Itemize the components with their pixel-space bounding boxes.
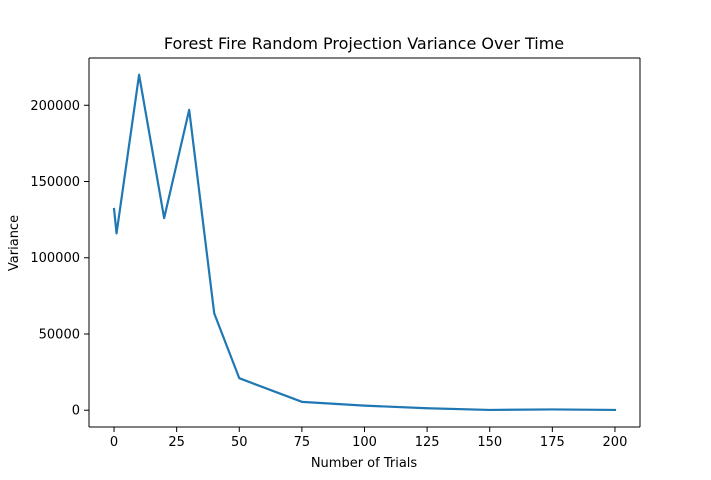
series-line-0 — [112, 73, 617, 412]
y-tick-label: 150000 — [30, 175, 80, 190]
x-tick-label: 75 — [294, 435, 311, 450]
y-tick-label: 200000 — [30, 99, 80, 114]
x-tick-label: 50 — [231, 435, 248, 450]
x-tick-label: 25 — [168, 435, 185, 450]
plot-area: 0 25 50 75 100 125 150 175 200 0 50000 100000 150000… — [30, 57, 641, 450]
chart-title: Forest Fire Random Projection Variance O… — [164, 34, 564, 53]
x-tick-label: 0 — [110, 435, 118, 450]
x-tick-label: 125 — [415, 435, 440, 450]
y-tick-label: 0 — [72, 404, 80, 419]
x-tick-label: 175 — [540, 435, 565, 450]
y-tick-label: 50000 — [39, 327, 80, 342]
x-tick-label: 200 — [603, 435, 628, 450]
y-tick-label: 100000 — [30, 251, 80, 266]
x-tick-label: 100 — [352, 435, 377, 450]
x-axis-label: Number of Trials — [311, 456, 418, 471]
x-tick-label: 150 — [477, 435, 502, 450]
y-axis-label: Variance — [7, 215, 22, 271]
